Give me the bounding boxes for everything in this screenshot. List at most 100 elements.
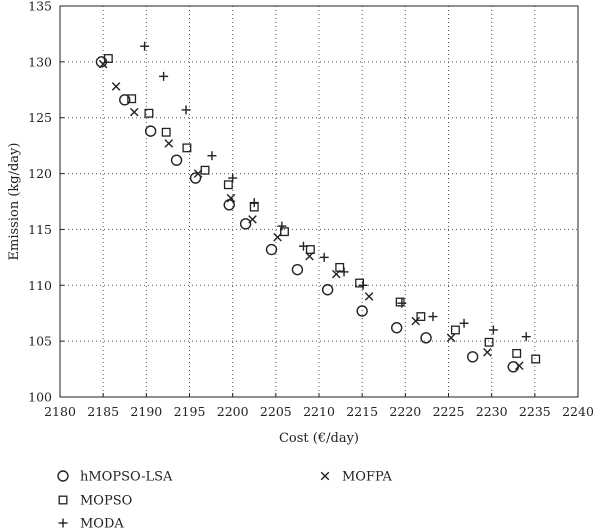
data-point-plus — [339, 267, 349, 277]
data-point-cross — [411, 316, 420, 326]
x-tick-label: 2225 — [433, 404, 465, 419]
data-point-cross — [446, 333, 456, 343]
x-tick-label: 2205 — [260, 404, 292, 419]
data-point-circle — [189, 172, 202, 184]
series-circle — [95, 56, 519, 373]
data-point-square — [103, 54, 113, 63]
legend-label: MODA — [80, 517, 124, 529]
legend-item: hMOPSO-LSA — [57, 470, 173, 485]
x-tick-label: 2240 — [562, 404, 594, 419]
legend-marker-circle — [57, 470, 69, 482]
series-square — [103, 54, 541, 364]
y-tick-label: 100 — [28, 390, 52, 405]
data-point-cross — [129, 107, 139, 117]
data-point-cross — [226, 193, 236, 203]
data-point-circle — [265, 243, 278, 256]
legend-item: MOPSO — [58, 494, 132, 509]
data-point-square — [305, 245, 315, 254]
data-point-square — [182, 143, 192, 153]
data-point-square — [127, 94, 137, 104]
data-point-circle — [466, 351, 479, 363]
data-point-square — [416, 312, 426, 322]
data-point-plus — [228, 173, 238, 183]
data-point-circle — [291, 263, 304, 276]
series-plus — [140, 41, 531, 342]
data-point-plus — [159, 71, 169, 81]
legend-item: MOFPA — [320, 470, 393, 485]
data-point-square — [161, 127, 171, 137]
data-point-cross — [98, 59, 108, 69]
x-tick-label: 2215 — [346, 404, 378, 419]
data-point-square — [531, 354, 541, 364]
data-point-plus — [358, 280, 368, 290]
data-point-square — [512, 348, 522, 358]
legend: hMOPSO-LSA MOPSO MODA MOFPA — [57, 470, 393, 529]
y-tick-label: 115 — [28, 222, 52, 237]
data-point-cross — [514, 361, 524, 371]
data-point-circle — [356, 305, 368, 317]
data-point-circle — [223, 199, 235, 211]
x-tick-label: 2210 — [303, 404, 335, 419]
legend-marker-cross — [320, 471, 330, 481]
data-point-plus — [298, 241, 308, 251]
data-point-cross — [483, 348, 492, 357]
data-point-circle — [239, 218, 252, 230]
legend-label: hMOPSO-LSA — [80, 470, 173, 485]
axis-ticks: 2180 2185 2190 2195 2200 2205 2210 2215 2220 2225… — [28, 0, 594, 419]
y-tick-label: 130 — [28, 54, 52, 69]
y-tick-label: 110 — [28, 278, 52, 293]
data-point-cross — [164, 139, 174, 148]
data-point-plus — [428, 312, 438, 322]
y-tick-label: 125 — [28, 110, 52, 125]
data-point-cross — [193, 169, 203, 178]
x-tick-label: 2185 — [87, 404, 119, 419]
series-cross — [98, 59, 524, 371]
y-tick-label: 120 — [28, 166, 52, 181]
grid — [60, 6, 578, 397]
y-tick-label: 135 — [28, 0, 52, 14]
x-tick-label: 2180 — [44, 404, 76, 419]
data-markers — [95, 41, 541, 373]
data-point-cross — [248, 215, 257, 224]
x-tick-label: 2200 — [217, 404, 249, 419]
data-point-plus — [319, 252, 329, 262]
x-tick-label: 2230 — [476, 404, 508, 419]
data-point-plus — [277, 221, 287, 231]
data-point-cross — [273, 232, 282, 242]
data-point-circle — [170, 154, 183, 166]
data-point-circle — [420, 332, 432, 344]
data-point-plus — [140, 41, 150, 51]
data-point-square — [144, 108, 154, 118]
legend-marker-square — [58, 495, 68, 505]
y-axis-label: Emission (kg/day) — [7, 143, 22, 261]
legend-marker-plus — [58, 518, 68, 528]
x-tick-label: 2190 — [130, 404, 162, 419]
legend-item: MODA — [58, 517, 124, 529]
data-point-circle — [391, 322, 403, 334]
data-point-circle — [321, 284, 334, 296]
data-point-circle — [144, 125, 157, 137]
data-point-square — [450, 325, 460, 335]
x-tick-label: 2195 — [174, 404, 206, 419]
data-point-circle — [119, 94, 131, 106]
x-tick-label: 2220 — [389, 404, 421, 419]
data-point-plus — [521, 332, 531, 342]
data-point-plus — [397, 298, 407, 308]
data-point-square — [484, 337, 494, 347]
y-tick-label: 105 — [28, 334, 52, 349]
data-point-square — [395, 297, 405, 307]
data-point-square — [280, 227, 289, 237]
data-point-plus — [249, 198, 259, 208]
x-tick-label: 2235 — [519, 404, 551, 419]
data-point-cross — [331, 269, 341, 279]
data-point-plus — [207, 151, 217, 161]
data-point-plus — [181, 105, 191, 115]
data-point-square — [223, 180, 233, 190]
data-point-cross — [364, 292, 374, 301]
data-point-cross — [305, 251, 314, 261]
data-point-cross — [111, 82, 121, 91]
data-point-plus — [459, 318, 469, 328]
legend-label: MOPSO — [80, 494, 132, 509]
